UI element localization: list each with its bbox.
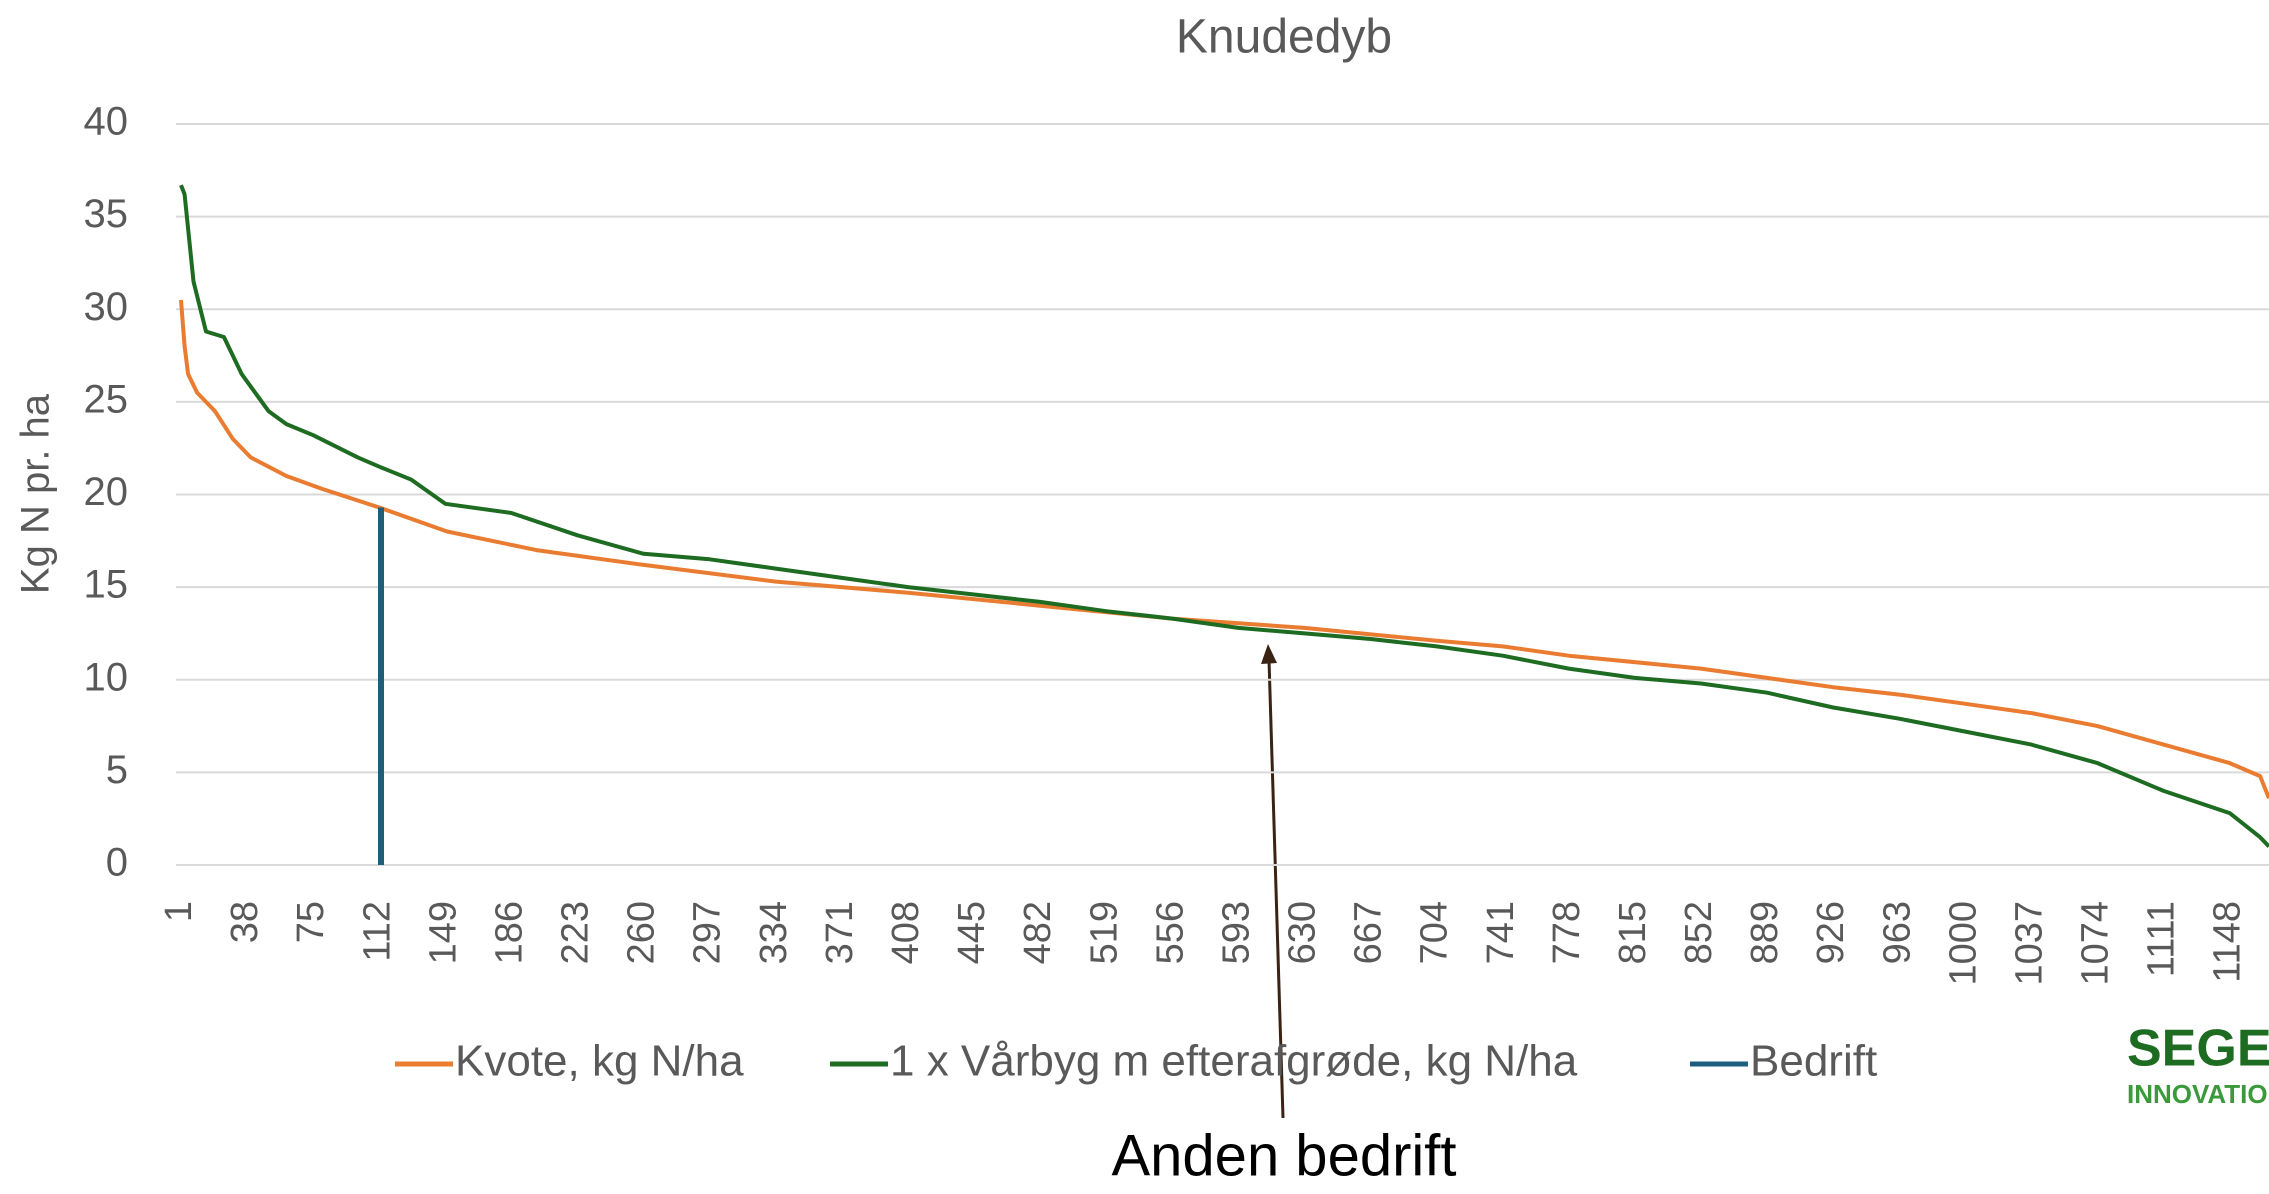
chart-title: Knudedyb <box>1176 11 1392 64</box>
x-tick-label: 778 <box>1546 901 1588 964</box>
legend-label: Bedrift <box>1750 1037 1877 1086</box>
x-tick-label: 112 <box>356 901 398 962</box>
legend-label: 1 x Vårbyg m efterafgrøde, kg N/ha <box>890 1037 1578 1086</box>
x-tick-label: 149 <box>422 901 464 964</box>
x-tick-label: 519 <box>1083 901 1125 964</box>
x-tick-label: 371 <box>819 901 861 964</box>
x-tick-label: 1074 <box>2075 901 2117 986</box>
y-tick-label: 40 <box>84 100 129 144</box>
arrow <box>1267 659 1285 1119</box>
line-series <box>179 184 2269 848</box>
x-tick-label: 630 <box>1282 901 1324 964</box>
x-tick-label: 334 <box>753 901 795 964</box>
y-axis-label: Kg N pr. ha <box>14 393 58 594</box>
x-tick-label: 889 <box>1744 901 1786 964</box>
y-tick-label: 5 <box>106 748 128 792</box>
x-tick-label: 704 <box>1414 901 1456 964</box>
y-tick-label: 30 <box>84 285 129 329</box>
x-tick-label: 815 <box>1612 901 1654 964</box>
x-tick-label: 75 <box>290 901 332 943</box>
y-tick-label: 25 <box>84 377 129 421</box>
x-tick-label: 1000 <box>1942 901 1984 986</box>
y-tick-label: 35 <box>84 192 129 236</box>
x-tick-label: 186 <box>488 901 530 964</box>
x-tick-label: 963 <box>1876 901 1918 964</box>
x-tick-label: 1148 <box>2207 901 2249 983</box>
x-tick-label: 556 <box>1149 901 1191 964</box>
x-tick-label: 482 <box>1017 901 1059 964</box>
y-tick-label: 10 <box>84 655 129 699</box>
logo: SEGE <box>2127 1020 2269 1078</box>
x-tick-label: 593 <box>1215 901 1257 964</box>
x-tick-label: 741 <box>1480 901 1522 964</box>
x-tick-label: 260 <box>621 901 663 964</box>
line-series <box>179 299 2269 800</box>
x-tick-label: 852 <box>1678 901 1720 964</box>
x-tick-label: 1111 <box>2141 901 2183 977</box>
x-tick-label: 667 <box>1348 901 1390 964</box>
y-tick-label: 20 <box>84 470 129 514</box>
x-tick-label: 445 <box>951 901 993 964</box>
x-tick-label: 1 <box>158 901 200 922</box>
x-tick-label: 38 <box>224 901 266 943</box>
arrow-head <box>1261 644 1277 664</box>
x-tick-label: 223 <box>555 901 597 964</box>
logo-sub: INNOVATIO <box>2127 1079 2268 1109</box>
annotation: Anden bedrift <box>1111 1123 1456 1188</box>
y-tick-label: 15 <box>84 563 129 607</box>
x-tick-label: 408 <box>885 901 927 964</box>
legend-label: Kvote, kg N/ha <box>455 1037 744 1086</box>
y-tick-label: 0 <box>106 841 128 885</box>
x-tick-label: 1037 <box>2008 901 2050 986</box>
x-tick-label: 297 <box>687 901 729 964</box>
x-tick-label: 926 <box>1810 901 1852 964</box>
